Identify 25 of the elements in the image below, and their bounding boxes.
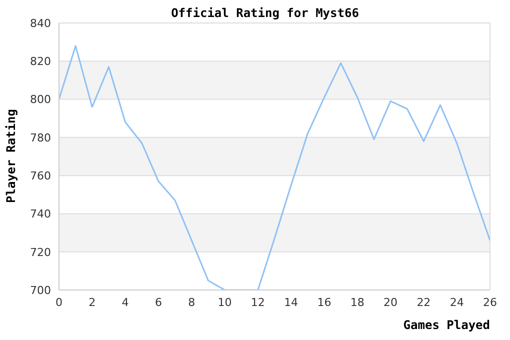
y-tick-label: 840 <box>30 16 51 30</box>
y-tick-label: 740 <box>30 208 51 221</box>
x-tick-label: 4 <box>122 296 129 309</box>
x-tick-label: 8 <box>188 296 196 309</box>
x-tick-label: 10 <box>218 296 232 309</box>
y-axis-title: Player Rating <box>4 109 18 203</box>
y-tick-label: 780 <box>30 131 51 144</box>
x-tick-label: 14 <box>284 296 298 309</box>
y-tick-label: 700 <box>30 284 51 297</box>
y-tick-label: 720 <box>30 246 51 259</box>
x-tick-label: 12 <box>250 296 265 309</box>
x-tick-label: 24 <box>450 296 464 309</box>
chart-title: Official Rating for Myst66 <box>171 6 359 20</box>
y-tick-label: 820 <box>30 55 51 68</box>
y-tick-label: 760 <box>30 169 51 182</box>
x-tick-label: 6 <box>154 296 162 309</box>
x-tick-label: 26 <box>483 296 497 309</box>
x-tick-label: 0 <box>56 296 62 309</box>
x-tick-label: 20 <box>384 296 398 309</box>
x-tick-label: 16 <box>317 296 332 309</box>
x-tick-label: 18 <box>350 296 364 309</box>
y-tick-label: 800 <box>30 93 51 106</box>
x-tick-label: 22 <box>416 296 431 309</box>
x-axis-title: Games Played <box>403 318 490 332</box>
x-tick-label: 2 <box>88 296 96 309</box>
